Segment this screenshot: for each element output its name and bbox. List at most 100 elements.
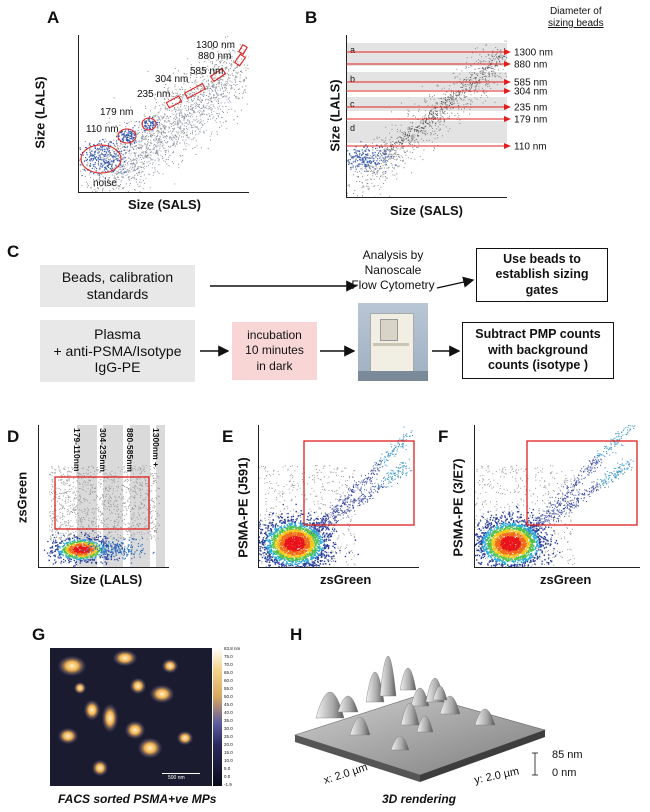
- panel-e-xlabel: zsGreen: [320, 572, 372, 587]
- b-band-label-d: d: [350, 123, 355, 133]
- colorbar-tick-16: 0.0: [224, 774, 231, 779]
- plasma-line3: IgG-PE: [94, 359, 141, 376]
- panel-b-label: B: [305, 8, 318, 27]
- d-gate-label-3: 880-585nm: [125, 428, 135, 472]
- a-gate-2: [141, 117, 157, 131]
- d-gate-label-2: 304-235nm: [98, 428, 108, 472]
- panel-b-xlabel: Size (SALS): [390, 203, 463, 218]
- d-gate-box: [54, 476, 150, 530]
- b-header-line1: Diameter of: [549, 6, 602, 17]
- panel-a-xlabel: Size (SALS): [128, 197, 201, 212]
- a-ann-110: 110 nm: [86, 124, 119, 135]
- colorbar-tick-9: 35.0: [224, 718, 233, 723]
- panel-h-caption: 3D rendering: [382, 792, 457, 806]
- h-peak-10: [349, 716, 371, 736]
- b-line-label-5: 179 nm: [514, 115, 547, 126]
- incubation-line2: 10 minutes: [245, 343, 304, 358]
- out1-line3: gates: [525, 282, 559, 297]
- panel-f-xlabel: zsGreen: [540, 572, 592, 587]
- panel-h-label: H: [290, 625, 303, 644]
- colorbar-tick-2: 70.0: [224, 662, 233, 667]
- afm-colorbar-ticks: 83.8 nm 75.0 70.0 65.0 60.0 55.0 50.0 45.0 40.0 3…: [224, 646, 254, 788]
- a-gate-rect-2: [209, 67, 227, 83]
- b-band-label-a: a: [350, 45, 355, 55]
- b-band-label-b: b: [350, 74, 355, 84]
- colorbar-tick-3: 65.0: [224, 670, 233, 675]
- panel-b-plot: a b c d: [346, 35, 507, 198]
- afm-scalebar-label: 500 nm: [168, 775, 185, 781]
- afm-3d-rendering: [294, 656, 546, 782]
- afm-particle-6: [102, 704, 118, 732]
- a-gate-rect-0: [165, 95, 183, 109]
- h-peak-0: [315, 691, 345, 719]
- analysis-line3: Flow Cytometry: [351, 278, 435, 292]
- afm-colorbar: [213, 648, 222, 786]
- svgF-gate: [526, 440, 638, 526]
- h-peak-1: [337, 695, 359, 713]
- colorbar-tick-17: -1.9: [224, 782, 232, 787]
- panel-d-scatter: [43, 425, 165, 567]
- b-line-label-6: 110 nm: [514, 142, 547, 153]
- colorbar-tick-6: 50.0: [224, 694, 233, 699]
- panel-e-scatter: [259, 426, 415, 567]
- colorbar-tick-8: 40.0: [224, 710, 233, 715]
- afm-particles: [58, 650, 193, 776]
- b-band-1: [347, 72, 507, 90]
- d-gate-col-1: [103, 425, 123, 567]
- panel-d-label: D: [7, 427, 20, 446]
- panel-f-ylabel: PSMA-PE (3/E7): [450, 458, 466, 557]
- colorbar-tick-11: 25.0: [224, 734, 233, 739]
- colorbar-tick-13: 15.0: [224, 750, 233, 755]
- panel-b-scatter: a b c d: [347, 40, 507, 197]
- analysis-line1: Analysis by: [362, 248, 424, 262]
- h-peak-9: [416, 715, 434, 733]
- b-band-label-c: c: [350, 99, 355, 109]
- afm-particle-2: [162, 659, 178, 673]
- panel-g-label: G: [32, 625, 46, 644]
- afm-image: 500 nm: [50, 648, 212, 786]
- colorbar-tick-1: 75.0: [224, 654, 233, 659]
- a-ann-1300: 1300 nm: [196, 40, 235, 51]
- incubation-line1: incubation: [247, 327, 302, 342]
- colorbar-tick-15: 5.0: [224, 766, 231, 771]
- h-z-bottom: 0 nm: [552, 767, 577, 779]
- colorbar-tick-14: 10.0: [224, 758, 233, 763]
- panel-c-arrows: [200, 276, 475, 357]
- afm-particle-11: [177, 731, 193, 745]
- beads-text: Beads, calibration standards: [61, 269, 174, 302]
- a-ann-235: 235 nm: [137, 89, 171, 100]
- afm-particle-8: [58, 728, 78, 744]
- afm-particle-0: [58, 656, 86, 676]
- h-peak-13: [432, 685, 448, 701]
- panel-f-plot: [474, 425, 640, 568]
- afm-particle-3: [130, 678, 146, 694]
- h-z-top: 85 nm: [552, 749, 583, 761]
- plasma-line1: Plasma: [94, 325, 141, 342]
- afm-scalebar: [162, 773, 200, 774]
- b-line-label-2: 585 nm: [514, 78, 547, 89]
- a-gate-rect-4: [238, 44, 248, 55]
- h-peak-5: [410, 687, 430, 707]
- colorbar-tick-12: 20.0: [224, 742, 233, 747]
- panel-e-label: E: [222, 427, 234, 446]
- panel-c-label: C: [7, 242, 20, 261]
- b-band-3: [347, 121, 507, 143]
- analysis-text: Analysis by Nanoscale Flow Cytometry: [348, 248, 438, 293]
- h-peak-11: [474, 708, 496, 726]
- beads-box: Beads, calibration standards: [40, 265, 195, 307]
- afm-particle-7: [125, 721, 145, 739]
- afm-particle-1: [113, 650, 137, 666]
- a-gate-rect-3: [233, 53, 247, 67]
- h-peak-4: [399, 668, 417, 691]
- out2-line1: Subtract PMP counts: [475, 327, 601, 342]
- colorbar-tick-7: 45.0: [224, 702, 233, 707]
- afm-particle-9: [138, 738, 162, 758]
- h-peak-7: [439, 695, 461, 715]
- d-gate-label-4: 1300nm +: [151, 428, 161, 467]
- a-ann-179: 179 nm: [100, 107, 134, 118]
- afm-particle-4: [150, 685, 174, 703]
- colorbar-tick-10: 30.0: [224, 726, 233, 731]
- d-gate-col-2: [130, 425, 150, 567]
- colorbar-tick-5: 55.0: [224, 686, 233, 691]
